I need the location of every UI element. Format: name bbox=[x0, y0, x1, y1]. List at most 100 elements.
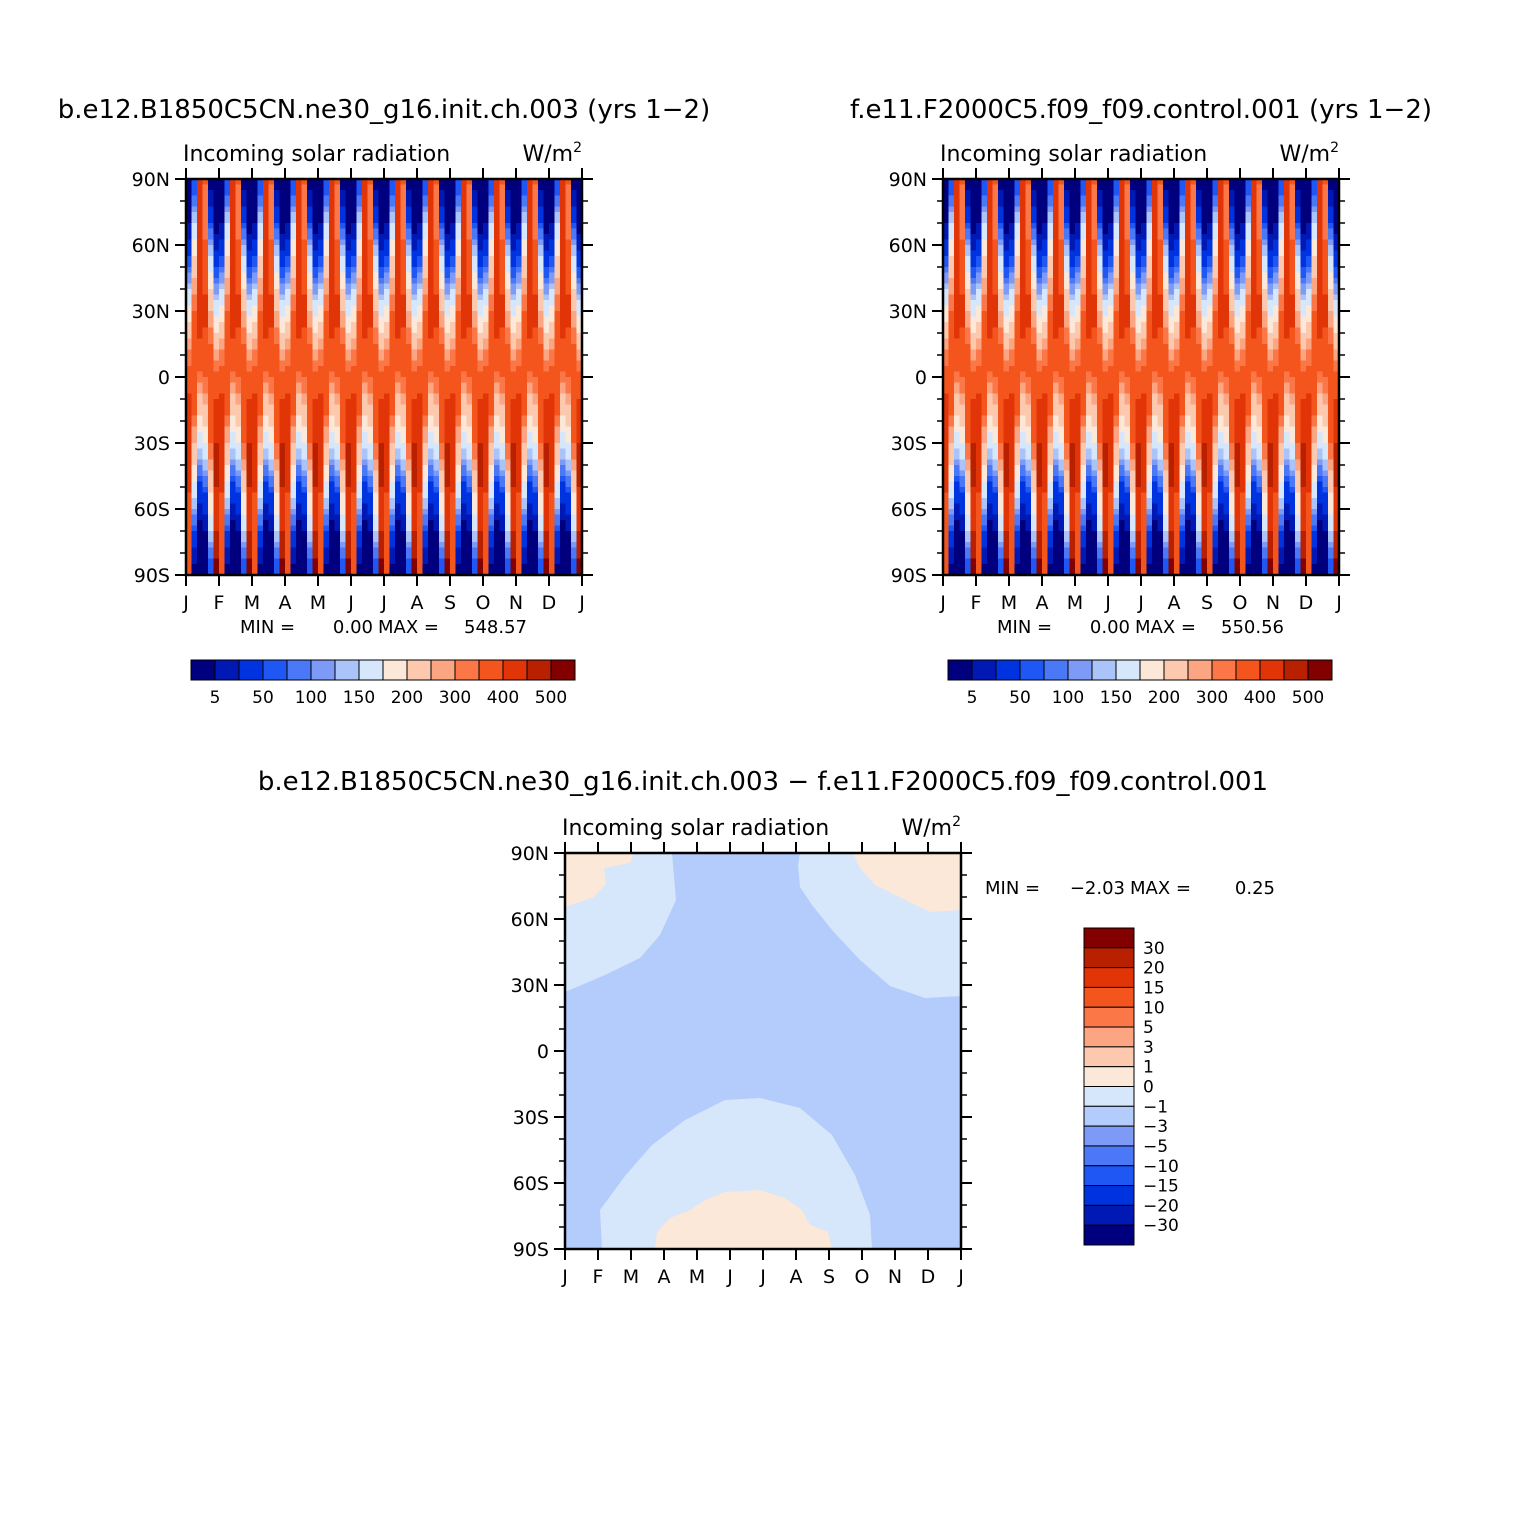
contour-cell bbox=[378, 454, 385, 461]
contour-cell bbox=[461, 487, 468, 494]
contour-cell bbox=[472, 459, 479, 466]
contour-cell bbox=[202, 487, 209, 494]
contour-cell bbox=[285, 459, 292, 466]
contour-cell bbox=[312, 289, 319, 296]
contour-cell bbox=[483, 212, 490, 219]
contour-cell bbox=[494, 184, 501, 191]
contour-cell bbox=[444, 333, 451, 340]
contour-cell bbox=[290, 492, 297, 499]
contour-cell bbox=[274, 388, 281, 395]
contour-cell bbox=[516, 498, 523, 505]
contour-cell bbox=[499, 234, 506, 241]
contour-cell bbox=[274, 250, 281, 257]
contour-cell bbox=[257, 195, 264, 202]
contour-cell bbox=[422, 305, 429, 312]
contour-cell bbox=[246, 256, 253, 263]
contour-cell bbox=[329, 333, 336, 340]
contour-cell bbox=[323, 223, 330, 230]
contour-cell bbox=[384, 316, 391, 323]
contour-cell bbox=[543, 448, 550, 455]
contour-cell bbox=[340, 525, 347, 532]
contour-cell bbox=[367, 536, 374, 543]
contour-cell bbox=[296, 520, 303, 527]
contour-cell bbox=[323, 476, 330, 483]
contour-cell bbox=[505, 289, 512, 296]
contour-cell bbox=[246, 520, 253, 527]
contour-cell bbox=[290, 212, 297, 219]
contour-cell bbox=[417, 283, 424, 290]
contour-cell bbox=[191, 245, 198, 252]
contour-cell bbox=[466, 531, 473, 538]
contour-cell bbox=[186, 366, 193, 373]
contour-cell bbox=[384, 492, 391, 499]
contour-cell bbox=[560, 250, 567, 257]
contour-cell bbox=[395, 399, 402, 406]
contour-cell bbox=[538, 327, 545, 334]
contour-cell bbox=[334, 377, 341, 384]
contour-cell bbox=[263, 465, 270, 472]
contour-cell bbox=[455, 206, 462, 213]
contour-cell bbox=[516, 514, 523, 521]
contour-cell bbox=[219, 520, 226, 527]
contour-cell bbox=[505, 190, 512, 197]
contour-cell bbox=[549, 206, 556, 213]
contour-cell bbox=[428, 509, 435, 516]
contour-cell bbox=[224, 476, 231, 483]
contour-cell bbox=[521, 355, 528, 362]
contour-cell bbox=[235, 470, 242, 477]
contour-cell bbox=[444, 542, 451, 549]
contour-cell bbox=[560, 234, 567, 241]
contour-cell bbox=[356, 492, 363, 499]
contour-cell bbox=[455, 514, 462, 521]
contour-cell bbox=[213, 454, 220, 461]
contour-cell bbox=[235, 344, 242, 351]
contour-cell bbox=[296, 459, 303, 466]
contour-cell bbox=[406, 536, 413, 543]
contour-cell bbox=[378, 514, 385, 521]
contour-cell bbox=[197, 245, 204, 252]
contour-cell bbox=[301, 267, 308, 274]
contour-cell bbox=[466, 377, 473, 384]
contour-cell bbox=[417, 377, 424, 384]
contour-cell bbox=[252, 476, 259, 483]
contour-cell bbox=[543, 349, 550, 356]
contour-cell bbox=[235, 300, 242, 307]
contour-cell bbox=[527, 514, 534, 521]
contour-cell bbox=[472, 525, 479, 532]
contour-cell bbox=[395, 547, 402, 554]
contour-cell bbox=[241, 316, 248, 323]
contour-cell bbox=[439, 322, 446, 329]
contour-cell bbox=[395, 239, 402, 246]
contour-cell bbox=[439, 212, 446, 219]
contour-cell bbox=[576, 195, 582, 202]
contour-cell bbox=[433, 509, 440, 516]
contour-cell bbox=[472, 289, 479, 296]
contour-cell bbox=[252, 201, 259, 208]
contour-cell bbox=[219, 415, 226, 422]
contour-cell bbox=[323, 514, 330, 521]
contour-cell bbox=[224, 250, 231, 257]
contour-cell bbox=[472, 223, 479, 230]
contour-cell bbox=[224, 278, 231, 285]
contour-cell bbox=[268, 239, 275, 246]
contour-cell bbox=[510, 190, 517, 197]
contour-cell bbox=[356, 327, 363, 334]
contour-cell bbox=[208, 531, 215, 538]
contour-cell bbox=[505, 514, 512, 521]
contour-cell bbox=[312, 184, 319, 191]
contour-cell bbox=[554, 344, 561, 351]
contour-cell bbox=[411, 547, 418, 554]
contour-cell bbox=[494, 344, 501, 351]
contour-cell bbox=[516, 190, 523, 197]
contour-cell bbox=[499, 426, 506, 433]
contour-cell bbox=[516, 294, 523, 301]
contour-cell bbox=[433, 448, 440, 455]
contour-cell bbox=[378, 228, 385, 235]
contour-cell bbox=[241, 459, 248, 466]
contour-cell bbox=[318, 289, 325, 296]
contour-cell bbox=[389, 360, 396, 367]
contour-cell bbox=[510, 316, 517, 323]
contour-cell bbox=[433, 228, 440, 235]
contour-cell bbox=[367, 305, 374, 312]
contour-cell bbox=[400, 333, 407, 340]
